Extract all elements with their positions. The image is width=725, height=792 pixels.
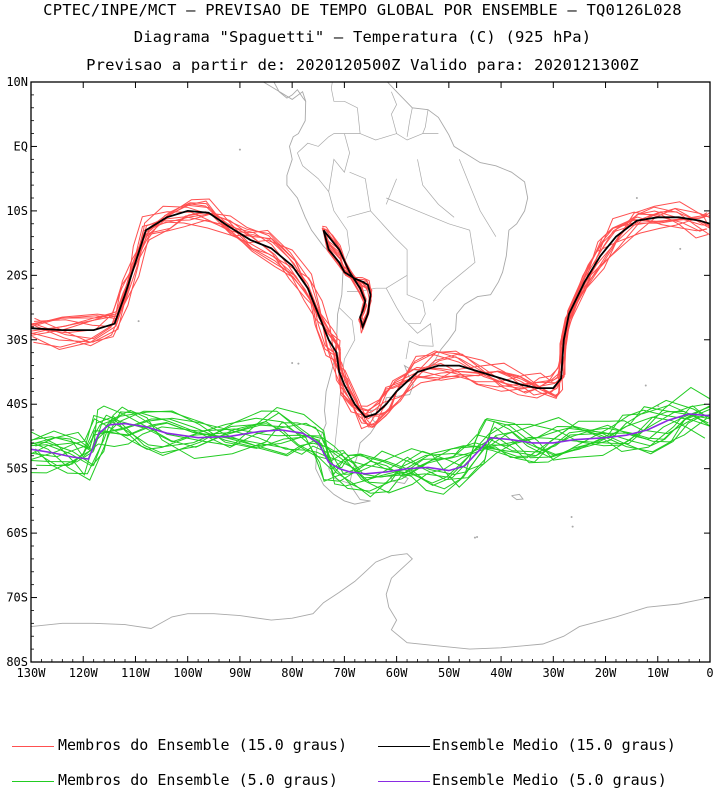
island (570, 516, 573, 518)
member-contour-5 (31, 417, 707, 484)
antarctica-coast (31, 553, 710, 650)
island (571, 525, 574, 528)
legend-label-members-5: Membros do Ensemble (5.0 graus) (58, 771, 338, 789)
chart-validity: Previsao a partir de: 2020120500Z Valido… (86, 56, 639, 74)
member-contour-5 (31, 409, 710, 484)
border-line (422, 109, 429, 134)
member-contour-5 (36, 404, 710, 495)
mean-contour-15 (31, 209, 710, 419)
member-contour-15 (33, 210, 710, 430)
island (635, 197, 638, 199)
legend-swatch-mean-15 (378, 746, 430, 747)
lon-tick-label: 60W (386, 666, 408, 680)
border-line (417, 159, 455, 218)
border-line (385, 275, 426, 325)
border-line (349, 171, 371, 211)
legend-label-mean-5: Ensemble Medio (5.0 graus) (432, 771, 667, 789)
member-contour-15 (31, 202, 708, 407)
mean-contour-15-andes (322, 229, 372, 330)
lon-tick-label: 0 (706, 666, 713, 680)
lat-tick-label: EQ (14, 139, 28, 153)
south-georgia (511, 493, 524, 501)
legend-swatch-members-5 (12, 781, 54, 782)
border-line (386, 197, 476, 302)
member-contour-15 (31, 200, 708, 412)
member-contour-5 (31, 405, 710, 481)
border-line (385, 178, 397, 205)
lon-tick-label: 20W (595, 666, 617, 680)
pacific-coast-north (262, 82, 307, 102)
ensemble-members-layer (31, 198, 710, 498)
island (473, 536, 476, 539)
lon-tick-label: 100W (173, 666, 203, 680)
island (476, 535, 479, 538)
lat-tick-label: 70S (6, 591, 28, 605)
border-line (328, 307, 356, 484)
island (644, 384, 647, 387)
member-contour-15 (32, 211, 710, 428)
lat-tick-label: 80S (6, 655, 28, 669)
island (137, 320, 140, 323)
ensemble-mean-layer (31, 209, 710, 475)
lon-tick-label: 10W (647, 666, 669, 680)
border-line (458, 159, 497, 237)
lon-tick-label: 70W (334, 666, 356, 680)
island (291, 361, 294, 364)
island (679, 247, 682, 250)
lon-tick-label: 50W (438, 666, 460, 680)
lat-tick-label: 10S (6, 204, 28, 218)
lat-tick-label: 30S (6, 333, 28, 347)
lon-tick-label: 80W (281, 666, 303, 680)
legend-label-members-15: Membros do Ensemble (15.0 graus) (58, 736, 347, 754)
lon-tick-label: 40W (490, 666, 512, 680)
lon-tick-label: 30W (542, 666, 564, 680)
legend-swatch-mean-5 (378, 781, 430, 782)
member-contour-5 (31, 406, 710, 486)
plot-frame (30, 81, 711, 663)
lat-tick-label: 60S (6, 526, 28, 540)
member-contour-15 (31, 203, 707, 411)
lon-tick-label: 90W (229, 666, 251, 680)
island (657, 405, 660, 408)
lat-tick-label: 20S (6, 268, 28, 282)
island (238, 148, 241, 151)
coastline-layer (31, 82, 710, 650)
chart-title: CPTEC/INPE/MCT – PREVISAO DE TEMPO GLOBA… (43, 1, 682, 19)
lat-tick-label: 50S (6, 462, 28, 476)
axis-ticks: 130W 120W 110W 100W 90W 80W 70W 60W 50W 40W 30W 20W… (6, 75, 713, 680)
lat-tick-label: 10N (6, 75, 28, 89)
legend-label-mean-15: Ensemble Medio (15.0 graus) (432, 736, 676, 754)
lon-tick-label: 120W (69, 666, 99, 680)
border-line (297, 152, 350, 263)
lat-tick-label: 40S (6, 397, 28, 411)
island (297, 362, 300, 365)
member-contour-5 (34, 399, 710, 490)
border-line (391, 91, 397, 134)
border-line (297, 133, 345, 154)
lon-tick-label: 130W (17, 666, 47, 680)
south-america-coast (273, 82, 529, 505)
chart-subtitle: Diagrama "Spaguetti" – Temperatura (C) (… (133, 28, 592, 46)
member-contour-5 (31, 406, 710, 479)
legend-swatch-members-15 (12, 746, 54, 747)
member-contour-5 (35, 405, 708, 487)
lon-tick-label: 110W (121, 666, 151, 680)
member-contour-5 (31, 408, 710, 478)
member-contour-15 (32, 206, 710, 426)
member-contour-15 (33, 204, 710, 415)
member-contour-15 (34, 205, 710, 417)
border-line (330, 82, 361, 134)
border-line (405, 323, 434, 360)
member-contour-5 (31, 410, 705, 494)
border-line (406, 107, 413, 137)
mean-contour-5 (31, 413, 710, 475)
member-contour-15 (31, 213, 709, 428)
